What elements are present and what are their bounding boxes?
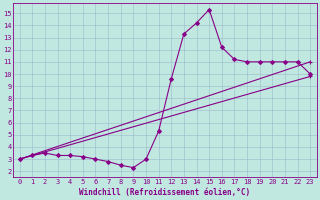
X-axis label: Windchill (Refroidissement éolien,°C): Windchill (Refroidissement éolien,°C) [79, 188, 251, 197]
